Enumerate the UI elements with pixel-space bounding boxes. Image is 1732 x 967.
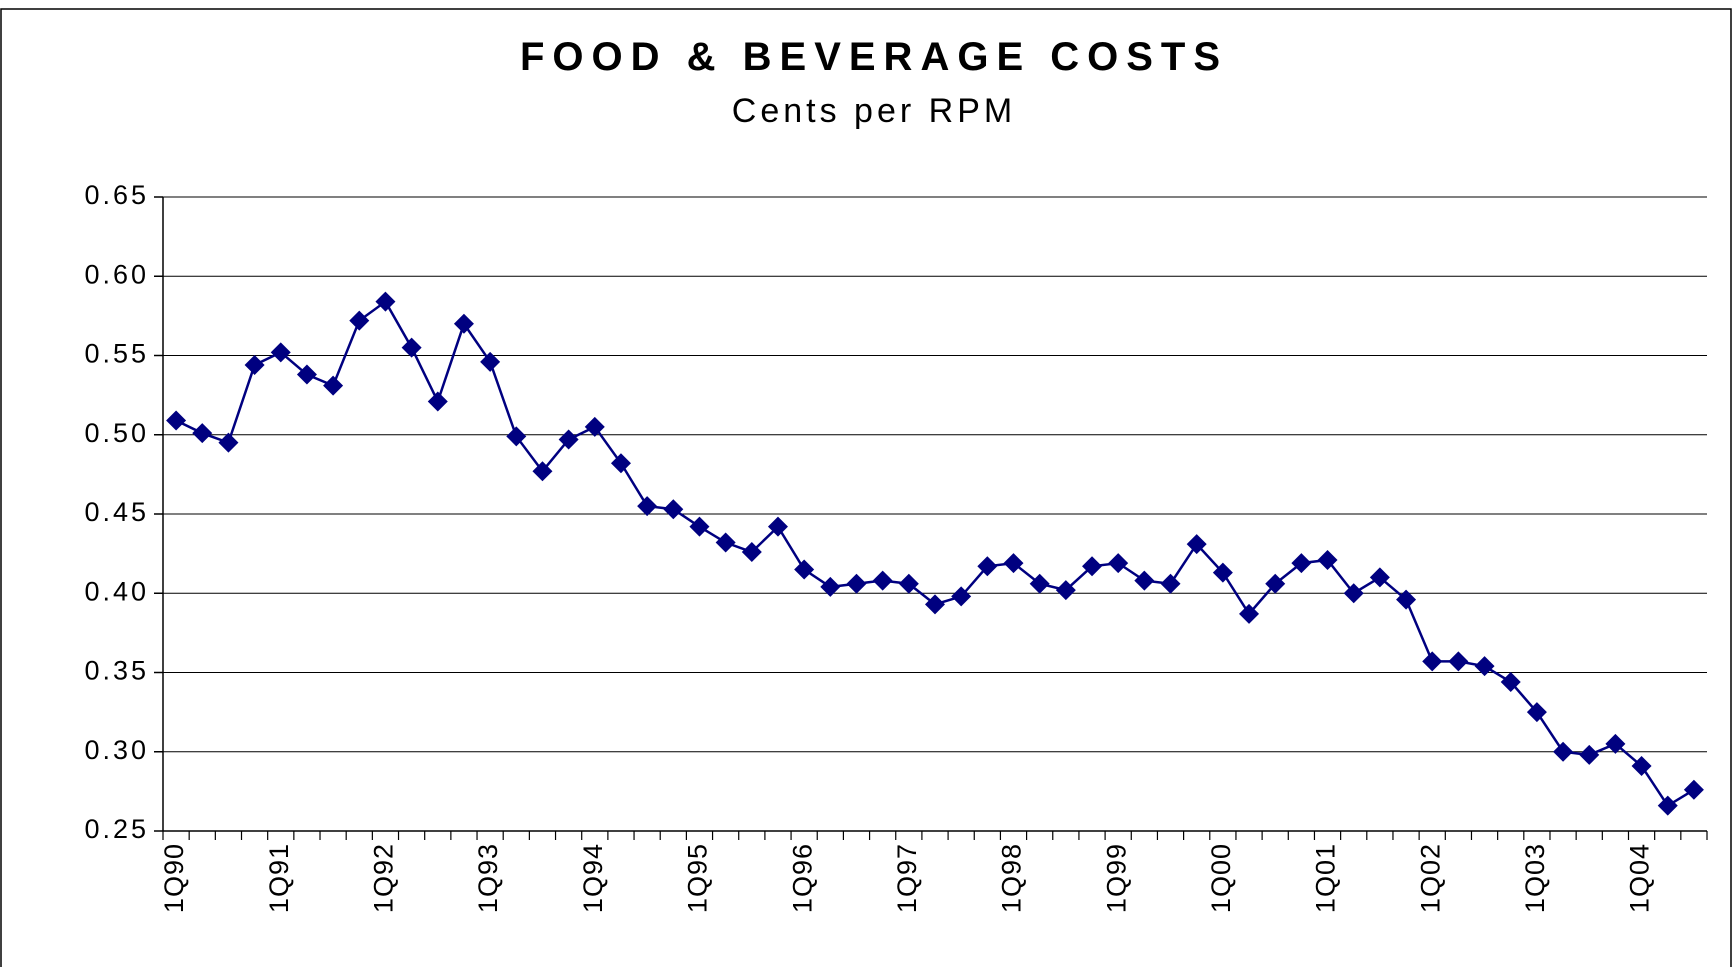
x-tick-label: 1Q98 — [997, 843, 1027, 913]
chart-border — [0, 8, 1732, 967]
data-marker — [1186, 534, 1207, 555]
data-marker — [977, 556, 998, 577]
x-tick-label: 1Q99 — [1101, 843, 1131, 913]
chart-title: FOOD & BEVERAGE COSTS — [520, 35, 1228, 79]
data-marker — [1500, 672, 1521, 693]
y-tick-label: 0.45 — [84, 497, 149, 527]
data-marker — [820, 576, 841, 597]
data-marker — [584, 416, 605, 437]
data-marker — [637, 496, 658, 517]
data-marker — [244, 355, 265, 376]
data-marker — [1212, 562, 1233, 583]
x-tick-label: 1Q02 — [1415, 843, 1445, 913]
data-marker — [1683, 779, 1704, 800]
data-marker — [453, 313, 474, 334]
data-marker — [1631, 756, 1652, 777]
x-tick-label: 1Q03 — [1520, 843, 1550, 913]
x-tick-label: 1Q01 — [1311, 843, 1341, 913]
data-marker — [925, 594, 945, 615]
data-marker — [794, 559, 815, 580]
data-marker — [1317, 549, 1338, 570]
x-tick-label: 1Q00 — [1206, 843, 1236, 913]
data-marker — [1003, 553, 1024, 574]
data-marker — [166, 410, 187, 431]
data-marker — [1422, 651, 1443, 672]
data-marker — [1291, 553, 1312, 574]
x-tick-label: 1Q91 — [264, 843, 294, 913]
data-marker — [1265, 573, 1286, 594]
data-marker — [1134, 570, 1155, 591]
data-marker — [741, 542, 762, 563]
y-tick-label: 0.50 — [84, 418, 149, 448]
data-marker — [1055, 580, 1076, 601]
data-marker — [663, 499, 684, 520]
data-marker — [951, 586, 972, 607]
chart-subtitle: Cents per RPM — [732, 92, 1016, 130]
x-tick-label: 1Q96 — [787, 843, 817, 913]
x-tick-label: 1Q04 — [1625, 843, 1655, 913]
data-marker — [480, 351, 501, 372]
data-marker — [218, 432, 239, 453]
x-tick-label: 1Q95 — [683, 843, 713, 913]
data-marker — [767, 516, 788, 537]
data-marker — [846, 573, 867, 594]
data-marker — [401, 337, 422, 358]
data-marker — [1605, 733, 1626, 754]
data-marker — [1526, 702, 1547, 723]
data-marker — [1369, 567, 1390, 588]
x-tick-label: 1Q92 — [369, 843, 399, 913]
data-marker — [898, 573, 919, 594]
data-marker — [1082, 556, 1103, 577]
y-tick-label: 0.65 — [84, 180, 149, 210]
data-marker — [532, 461, 553, 482]
y-tick-label: 0.35 — [84, 656, 149, 686]
data-marker — [1343, 583, 1364, 604]
data-marker — [1657, 795, 1678, 816]
data-marker — [689, 516, 710, 537]
x-tick-label: 1Q93 — [473, 843, 503, 913]
x-tick-label: 1Q94 — [578, 843, 608, 913]
data-marker — [427, 391, 448, 412]
y-tick-label: 0.40 — [84, 576, 149, 606]
data-marker — [558, 429, 579, 450]
data-marker — [1474, 656, 1495, 677]
data-marker — [506, 426, 527, 447]
y-tick-label: 0.30 — [84, 735, 149, 765]
y-tick-label: 0.55 — [84, 339, 149, 369]
data-marker — [715, 532, 736, 553]
data-marker — [192, 423, 213, 444]
data-marker — [1553, 741, 1574, 762]
data-marker — [375, 291, 396, 312]
data-marker — [1448, 651, 1469, 672]
y-tick-label: 0.60 — [84, 259, 149, 289]
y-tick-label: 0.25 — [84, 814, 149, 844]
data-marker — [610, 453, 631, 474]
x-tick-label: 1Q90 — [159, 843, 189, 913]
data-marker — [296, 364, 317, 385]
data-marker — [349, 310, 370, 331]
data-marker — [1029, 573, 1050, 594]
data-marker — [1579, 744, 1600, 765]
data-marker — [1108, 553, 1129, 574]
data-marker — [1239, 603, 1260, 624]
x-tick-label: 1Q97 — [892, 843, 922, 913]
data-marker — [270, 342, 291, 363]
data-line — [175, 299, 1695, 808]
data-marker — [1160, 573, 1181, 594]
data-marker — [1396, 589, 1417, 610]
data-marker — [323, 375, 344, 396]
data-marker — [872, 570, 893, 591]
